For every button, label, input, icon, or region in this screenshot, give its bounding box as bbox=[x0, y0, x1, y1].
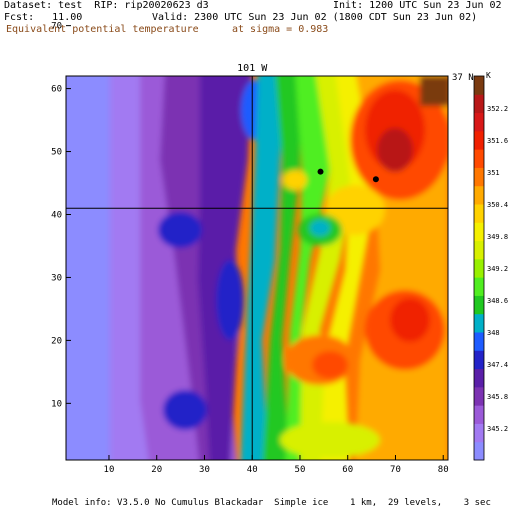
colorbar: K 345.2 345.8 347.4 348 348.6 349.2 349.8 350.4 3… bbox=[473, 71, 508, 461]
x-tick-label: 70 bbox=[390, 465, 401, 475]
station-marker bbox=[372, 176, 379, 183]
colorbar-label: 348.6 bbox=[487, 297, 508, 305]
x-tick-label: 40 bbox=[247, 465, 258, 475]
colorbar-swatch bbox=[474, 222, 484, 242]
y-tick-label: 40 bbox=[51, 210, 62, 220]
y-tick-label: 50 bbox=[51, 148, 62, 158]
colorbar-label: 349.2 bbox=[487, 265, 508, 273]
colorbar-swatch bbox=[474, 441, 484, 461]
colorbar-label: 350.4 bbox=[487, 201, 508, 209]
colorbar-label: 345.2 bbox=[487, 425, 508, 433]
colorbar-swatch bbox=[474, 240, 484, 260]
dataset-label: Dataset: test RIP: rip20020623 d3 bbox=[4, 0, 209, 11]
meridian-label: 101 W bbox=[237, 63, 268, 74]
colorbar-label: 347.4 bbox=[487, 361, 508, 369]
colorbar-swatch bbox=[474, 76, 484, 95]
y-tick-label: 10 bbox=[51, 399, 62, 409]
x-tick-label: 20 bbox=[151, 465, 162, 475]
colorbar-swatch bbox=[474, 185, 484, 205]
y-tick-label: 60 bbox=[51, 85, 62, 95]
x-tick-label: 30 bbox=[199, 465, 210, 475]
colorbar-swatch bbox=[474, 204, 484, 223]
colorbar-swatch bbox=[474, 313, 484, 333]
colorbar-unit: K bbox=[486, 71, 491, 80]
colorbar-label: 352.2 bbox=[487, 105, 508, 113]
field-name-label: Equivalent potential temperature bbox=[6, 24, 199, 35]
axes: 10 20 30 40 50 60 70 80 10 20 30 40 50 60 70 bbox=[51, 22, 448, 475]
colorbar-swatch bbox=[474, 167, 484, 187]
reference-lines: 101 W 37 N bbox=[66, 63, 474, 460]
colorbar-swatch bbox=[474, 149, 484, 168]
colorbar-swatch bbox=[474, 386, 484, 406]
colorbar-swatch bbox=[474, 277, 484, 296]
colorbar-label: 351.6 bbox=[487, 137, 508, 145]
forecast-hour-label: Fcst: 11.00 bbox=[4, 12, 83, 23]
x-tick-label: 60 bbox=[342, 465, 353, 475]
colorbar-swatch bbox=[474, 405, 484, 424]
colorbar-label: 351 bbox=[487, 169, 500, 177]
colorbar-swatch bbox=[474, 368, 484, 388]
model-info-footer: Model info: V3.5.0 No Cumulus Blackadar … bbox=[52, 498, 491, 508]
colorbar-swatch bbox=[474, 94, 484, 114]
colorbar-swatch bbox=[474, 423, 484, 443]
valid-time-label: Valid: 2300 UTC Sun 23 Jun 02 (1800 CDT … bbox=[152, 12, 478, 23]
x-tick-label: 10 bbox=[104, 465, 115, 475]
colorbar-label: 345.8 bbox=[487, 393, 508, 401]
colorbar-label: 349.8 bbox=[487, 233, 508, 241]
y-tick-label: 70 bbox=[51, 22, 62, 32]
colorbar-swatch bbox=[474, 258, 484, 278]
colorbar-swatch bbox=[474, 295, 484, 315]
x-tick-label: 80 bbox=[438, 465, 449, 475]
init-time-label: Init: 1200 UTC Sun 23 Jun 02 bbox=[333, 0, 502, 11]
station-marker bbox=[317, 168, 324, 175]
x-tick-label: 50 bbox=[295, 465, 306, 475]
parallel-label: 37 N bbox=[452, 73, 474, 83]
level-label: at sigma = 0.983 bbox=[232, 24, 329, 35]
y-tick-label: 30 bbox=[51, 273, 62, 283]
colorbar-frame bbox=[473, 75, 485, 461]
plot-frame bbox=[65, 75, 449, 461]
colorbar-swatch bbox=[474, 350, 484, 370]
colorbar-swatch bbox=[474, 332, 484, 351]
colorbar-swatch bbox=[474, 112, 484, 132]
y-tick-label: 20 bbox=[51, 336, 62, 346]
theta-e-field bbox=[66, 76, 448, 460]
colorbar-label: 348 bbox=[487, 329, 500, 337]
colorbar-swatch bbox=[474, 130, 484, 150]
